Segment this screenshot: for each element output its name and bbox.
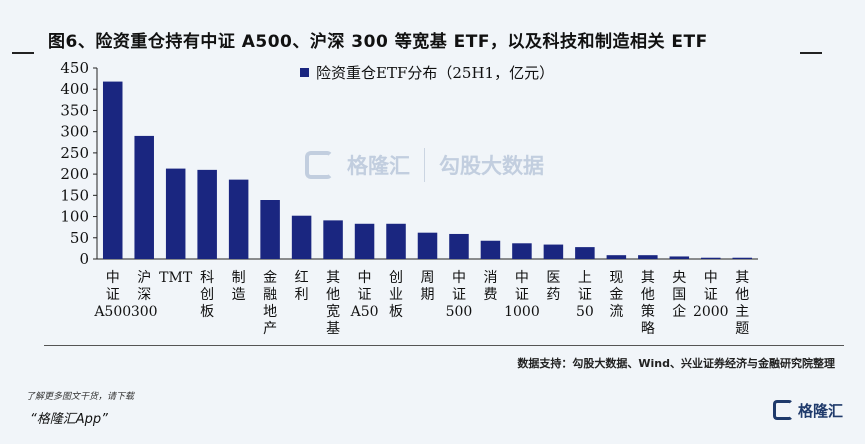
x-tick-label: 其他主题 — [735, 270, 749, 337]
y-tick-label: 150 — [60, 186, 89, 204]
x-tick-label: 现金流 — [609, 270, 623, 320]
x-tick-label: 中证 500 — [446, 270, 473, 320]
bar-16 — [575, 247, 595, 259]
bar-5 — [228, 179, 249, 259]
y-tick-label: 250 — [60, 144, 89, 162]
x-tick-label: 其他策略 — [641, 270, 655, 337]
x-tick-label: 央国企 — [672, 270, 686, 320]
x-tick-label: 红利 — [295, 270, 309, 303]
bar-6 — [260, 200, 280, 259]
bar-17 — [606, 255, 627, 259]
y-tick-label: 300 — [60, 123, 89, 141]
bar-8 — [323, 220, 343, 259]
legend-label: 险资重仓ETF分布（25H1，亿元） — [316, 64, 554, 82]
brand-logo[interactable]: 格隆汇 — [772, 396, 843, 424]
x-tick-label: 周期 — [421, 270, 435, 303]
bar-11 — [417, 232, 438, 259]
bar-13 — [480, 240, 501, 259]
y-tick-label: 350 — [60, 101, 89, 119]
x-tick-label: 中证 1000 — [504, 270, 540, 320]
x-tick-label: 中证 A500 — [93, 270, 131, 320]
brand-logo-icon — [772, 400, 793, 420]
x-tick-label: 消费 — [483, 270, 497, 303]
y-tick-label: 450 — [60, 59, 89, 77]
y-tick-label: 100 — [60, 208, 89, 226]
y-tick-label: 400 — [60, 80, 89, 98]
x-tick-label: 医药 — [546, 270, 560, 303]
x-tick-label: 科创板 — [200, 270, 214, 320]
bar-20 — [701, 257, 721, 259]
bar-18 — [638, 255, 658, 259]
x-tick-label: 中证 A50 — [350, 270, 379, 320]
y-tick-label: 0 — [79, 250, 89, 268]
bar-3 — [165, 168, 186, 259]
footer-app-name[interactable]: “格隆汇App” — [30, 412, 108, 427]
source-note: 数据支持：勾股大数据、Wind、兴业证券经济与金融研究院整理 — [517, 357, 835, 370]
bar-10 — [386, 223, 406, 259]
x-tick-label: 其他宽基 — [326, 270, 340, 337]
legend-swatch — [300, 68, 309, 77]
y-tick-label: 200 — [60, 165, 89, 183]
title-rule-left — [12, 52, 34, 54]
x-tick-label: TMT — [159, 270, 193, 286]
bar-12 — [449, 233, 469, 259]
bar-9 — [354, 223, 375, 259]
figure-title: 图6、险资重仓持有中证 A500、沪深 300 等宽基 ETF，以及科技和制造相… — [48, 32, 708, 52]
bar-2 — [134, 135, 154, 259]
title-rule-right — [800, 52, 822, 54]
x-tick-label: 创业板 — [389, 270, 403, 320]
x-tick-label: 制造 — [232, 270, 246, 303]
x-tick-label: 沪深 300 — [131, 270, 158, 320]
brand-logo-text: 格隆汇 — [797, 401, 843, 420]
bar-19 — [669, 256, 690, 259]
x-tick-label: 金融地产 — [263, 270, 277, 337]
footer-download-prompt: 了解更多图文干货，请下载 — [26, 392, 135, 402]
bar-7 — [291, 215, 312, 259]
bottom-rule — [44, 345, 844, 346]
x-tick-label: 中证 2000 — [693, 270, 729, 320]
bar-21 — [732, 257, 753, 259]
bar-4 — [197, 169, 217, 259]
x-tick-label: 上证 50 — [576, 270, 594, 320]
bar-1 — [102, 81, 123, 260]
bar-14 — [512, 243, 532, 259]
y-tick-label: 50 — [70, 229, 89, 247]
bar-15 — [543, 244, 564, 259]
